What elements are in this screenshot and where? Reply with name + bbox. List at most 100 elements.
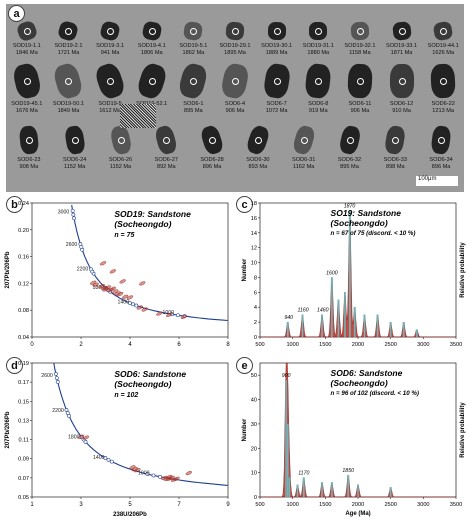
grain-id: SOD19-2.1 [54, 43, 83, 49]
x-tick-label: 3 [79, 502, 83, 508]
grain-age: 1152 Ma [64, 163, 86, 170]
data-ellipse [98, 284, 105, 289]
grain-age: 1880 Ma [307, 49, 330, 56]
grain-age: 895 Ma [340, 163, 359, 170]
peak-label: 1170 [298, 471, 309, 477]
grain-age: 1162 Ma [293, 163, 315, 170]
age-histogram-sod19: 500 1000 1500 2000 2500 3000 3500 0 2 4 6 8 10 12 14 16… [242, 201, 466, 348]
grain-label: SOD6-1 895 Ma [173, 101, 213, 114]
age-marker [131, 302, 135, 307]
data-ellipse [173, 476, 180, 481]
grain-id: SOD19-1.1 [12, 43, 41, 49]
chart-title: SO19: Sandstone [331, 208, 402, 218]
grain-age: 1806 Ma [140, 49, 163, 56]
histogram-bar [353, 307, 356, 338]
analysis-spot [65, 28, 73, 35]
age-marker [64, 407, 69, 412]
x-tick-label: 4 [128, 342, 132, 348]
peak-label: 1600 [326, 270, 338, 276]
grain-id: SOD6-26 [108, 157, 133, 163]
data-ellipse [109, 286, 117, 291]
grain-age: 898 Ma [385, 163, 405, 170]
age-label: 2200 [52, 408, 64, 414]
analysis-spot [392, 137, 400, 144]
y-tick-label: 0.04 [18, 335, 29, 341]
grain-label: SOD19-2.1 1721 Ma [48, 43, 88, 56]
grain-label: SOD19-29.1 1895 Ma [215, 43, 255, 56]
grain-id: SOD19-50.1 [52, 101, 84, 107]
grain-age: 1889 Ma [265, 49, 288, 56]
grain-label: SOD19-50.1 1849 Ma [48, 101, 88, 114]
grain-id: SOD6-27 [154, 157, 178, 163]
analysis-spot [107, 28, 115, 35]
grain-id: SOD6-11 [348, 101, 372, 107]
analysis-spot [315, 28, 323, 35]
y-tick-label: 4 [254, 305, 257, 311]
x-tick-label: 8 [226, 342, 230, 348]
grain-age: 1213 Ma [432, 107, 455, 114]
grain-label: SOD6-4 906 Ma [215, 101, 255, 114]
x-tick-label: 2500 [384, 342, 396, 348]
grain-age: 896 Ma [202, 163, 222, 170]
analysis-spot [232, 28, 239, 35]
analysis-spot [273, 28, 281, 35]
grain-label: SOD6-7 1072 Ma [257, 101, 297, 114]
grain-label: SOD19-45.1 1676 Ma [7, 101, 47, 114]
y-tick-label: 0.08 [18, 308, 29, 314]
data-ellipse [166, 312, 173, 317]
age-marker [151, 473, 156, 478]
grain-label: SOD19-31.1 1880 Ma [298, 43, 338, 56]
panel-letter-c: c [236, 196, 253, 213]
y-axis-label: 207Pb/206Pb [5, 251, 11, 288]
data-ellipse [185, 471, 192, 476]
y-tick-label: 0.12 [18, 281, 29, 287]
age-label: 1800 [93, 285, 105, 291]
histogram-bar [286, 321, 289, 338]
panel-letter-b: b [6, 196, 23, 213]
data-ellipse [156, 311, 163, 316]
y-tick-label: 0.11 [19, 438, 29, 444]
grain-id: SOD6-12 [389, 101, 414, 107]
grain-label: SOD6-22 1213 Ma [423, 101, 463, 114]
y-tick-label: 0.20 [18, 228, 29, 234]
analysis-spot [65, 78, 73, 85]
grain-label: SOD6-11 906 Ma [340, 101, 380, 114]
grain-id: SOD19-32.1 [344, 43, 376, 49]
data-ellipse [77, 434, 85, 439]
x-tick-label: 7 [177, 502, 181, 508]
data-ellipse [90, 280, 97, 285]
analysis-spot [232, 78, 239, 85]
scale-bar-label: 100μm [418, 176, 437, 182]
grain-label: SOD6-34 896 Ma [421, 157, 461, 170]
grain-label: SOD6-31 1162 Ma [284, 157, 324, 170]
grain-id: SOD6-28 [200, 157, 224, 163]
age-label: 1000 [162, 310, 174, 316]
x-tick-label: 1 [30, 502, 34, 508]
age-marker [145, 472, 150, 476]
peak-label: 1460 [317, 308, 329, 314]
sample-count: n = 67 of 75 (discord. < 10 %) [331, 230, 416, 237]
y-tick-label: 14 [251, 231, 257, 237]
grain-label: SOD6-28 896 Ma [192, 157, 232, 170]
data-ellipse [104, 285, 112, 290]
grain-id: SOD6-30 [246, 157, 270, 163]
data-ellipse [180, 314, 188, 319]
peak-label: 1850 [342, 468, 354, 474]
y-tick-label: 0 [254, 495, 257, 501]
sample-count: n = 75 [114, 232, 134, 239]
histogram-bar [376, 314, 379, 338]
y-tick-label: 12 [251, 246, 257, 252]
chart-title: SOD6: Sandstone [331, 368, 403, 378]
analysis-spot [190, 78, 198, 85]
histogram-bar [321, 482, 324, 498]
grain-age: 1849 Ma [57, 107, 80, 114]
y-axis-label-right: Relative probability [460, 242, 466, 298]
grain-id: SOD6-22 [431, 101, 455, 107]
analysis-spot [440, 28, 448, 35]
x-tick-label: 500 [255, 502, 264, 508]
data-ellipse [136, 305, 143, 310]
data-ellipse [82, 435, 90, 440]
age-marker [72, 216, 76, 221]
y-tick-label: 0.15 [18, 399, 29, 405]
analysis-spot [190, 28, 198, 35]
